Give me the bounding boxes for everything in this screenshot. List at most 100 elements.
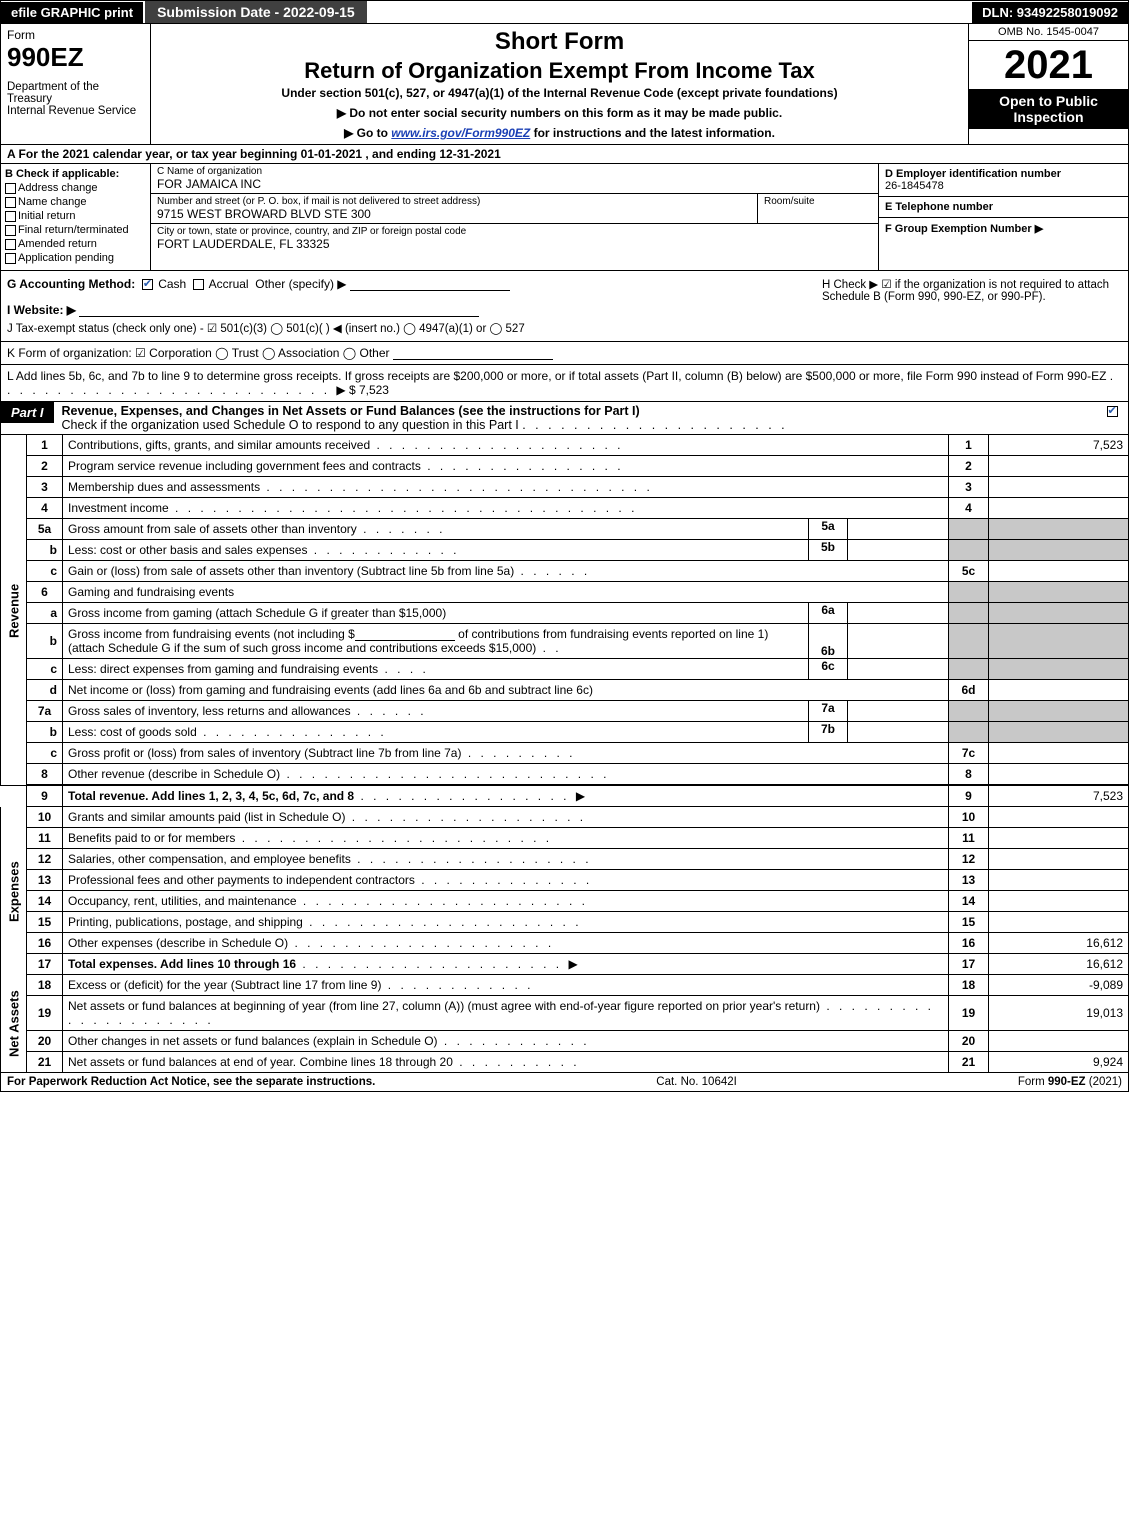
part1-title: Revenue, Expenses, and Changes in Net As… xyxy=(54,402,1098,434)
c-name-lbl: C Name of organization xyxy=(157,166,872,177)
l7c-amt xyxy=(989,743,1129,764)
g-other-input[interactable] xyxy=(350,278,510,291)
l2-num: 2 xyxy=(27,456,63,477)
part1-tab: Part I xyxy=(1,402,54,423)
l12-desc: Salaries, other compensation, and employ… xyxy=(63,849,949,870)
l7a-ref xyxy=(949,701,989,722)
dln-label: DLN: 93492258019092 xyxy=(972,2,1128,23)
footer-right: Form 990-EZ (2021) xyxy=(1018,1076,1122,1088)
b-opt-name[interactable]: Name change xyxy=(5,196,146,208)
g-other: Other (specify) ▶ xyxy=(255,277,346,291)
line-6b: b Gross income from fundraising events (… xyxy=(1,624,1129,659)
b-opt-pending[interactable]: Application pending xyxy=(5,252,146,264)
line-9: 9 Total revenue. Add lines 1, 2, 3, 4, 5… xyxy=(1,785,1129,807)
c-city-val: FORT LAUDERDALE, FL 33325 xyxy=(157,237,872,251)
line-5c: c Gain or (loss) from sale of assets oth… xyxy=(1,561,1129,582)
d-block: D Employer identification number 26-1845… xyxy=(879,164,1128,197)
l21-desc: Net assets or fund balances at end of ye… xyxy=(63,1052,949,1073)
l7b-amt xyxy=(989,722,1129,743)
l5b-desc: Less: cost or other basis and sales expe… xyxy=(63,540,949,561)
l6-ref xyxy=(949,582,989,603)
goto-line: ▶ Go to www.irs.gov/Form990EZ for instru… xyxy=(155,126,964,140)
side-netassets: Net Assets xyxy=(1,975,27,1073)
dept-label: Department of the Treasury Internal Reve… xyxy=(7,81,144,117)
irs-link[interactable]: www.irs.gov/Form990EZ xyxy=(391,126,530,140)
line-8: 8 Other revenue (describe in Schedule O)… xyxy=(1,764,1129,786)
l3-ref: 3 xyxy=(949,477,989,498)
c-addr-left: Number and street (or P. O. box, if mail… xyxy=(151,194,758,223)
part1-sub: Check if the organization used Schedule … xyxy=(62,418,519,432)
k-text: K Form of organization: ☑ Corporation ◯ … xyxy=(7,346,390,360)
l12-ref: 12 xyxy=(949,849,989,870)
line-6d: d Net income or (loss) from gaming and f… xyxy=(1,680,1129,701)
b-opt-final[interactable]: Final return/terminated xyxy=(5,224,146,236)
b-opt-amended[interactable]: Amended return xyxy=(5,238,146,250)
footer-left: For Paperwork Reduction Act Notice, see … xyxy=(7,1076,375,1088)
tax-year: 2021 xyxy=(969,41,1128,89)
line-6a: a Gross income from gaming (attach Sched… xyxy=(1,603,1129,624)
l7c-desc: Gross profit or (loss) from sales of inv… xyxy=(63,743,949,764)
g-cash-check[interactable] xyxy=(142,279,153,290)
l8-amt xyxy=(989,764,1129,786)
l2-ref: 2 xyxy=(949,456,989,477)
l5a-desc: Gross amount from sale of assets other t… xyxy=(63,519,949,540)
line-20: 20 Other changes in net assets or fund b… xyxy=(1,1031,1129,1052)
l19-ref: 19 xyxy=(949,996,989,1031)
l5a-amt xyxy=(989,519,1129,540)
l13-amt xyxy=(989,870,1129,891)
l6c-amt xyxy=(989,659,1129,680)
l14-amt xyxy=(989,891,1129,912)
under-section: Under section 501(c), 527, or 4947(a)(1)… xyxy=(155,86,964,100)
l16-desc: Other expenses (describe in Schedule O) … xyxy=(63,933,949,954)
line-17: 17 Total expenses. Add lines 10 through … xyxy=(1,954,1129,975)
goto-pre: ▶ Go to xyxy=(344,126,391,140)
l14-desc: Occupancy, rent, utilities, and maintena… xyxy=(63,891,949,912)
b-opt-initial[interactable]: Initial return xyxy=(5,210,146,222)
e-block: E Telephone number xyxy=(879,197,1128,218)
i-website-input[interactable] xyxy=(79,304,479,317)
col-c: C Name of organization FOR JAMAICA INC N… xyxy=(151,164,878,270)
l15-num: 15 xyxy=(27,912,63,933)
c-addr-lbl: Number and street (or P. O. box, if mail… xyxy=(157,196,751,207)
l9-ref: 9 xyxy=(949,785,989,807)
l21-ref: 21 xyxy=(949,1052,989,1073)
top-bar-left: efile GRAPHIC print Submission Date - 20… xyxy=(1,1,367,23)
omb-number: OMB No. 1545-0047 xyxy=(969,24,1128,41)
line-7c: c Gross profit or (loss) from sales of i… xyxy=(1,743,1129,764)
b-opt-address[interactable]: Address change xyxy=(5,182,146,194)
goto-post: for instructions and the latest informat… xyxy=(530,126,775,140)
line-7a: 7a Gross sales of inventory, less return… xyxy=(1,701,1129,722)
l19-num: 19 xyxy=(27,996,63,1031)
efile-print-button[interactable]: efile GRAPHIC print xyxy=(1,2,145,23)
form-number: 990EZ xyxy=(7,42,144,73)
l11-ref: 11 xyxy=(949,828,989,849)
l6-desc: Gaming and fundraising events xyxy=(63,582,949,603)
l10-ref: 10 xyxy=(949,807,989,828)
g-accrual-check[interactable] xyxy=(193,279,204,290)
l19-desc: Net assets or fund balances at beginning… xyxy=(63,996,949,1031)
l7b-desc: Less: cost of goods sold . . . . . . . .… xyxy=(63,722,949,743)
open-inspection: Open to Public Inspection xyxy=(969,89,1128,129)
side-revenue: Revenue xyxy=(1,435,27,785)
l6d-num: d xyxy=(27,680,63,701)
l6-num: 6 xyxy=(27,582,63,603)
l5a-ref xyxy=(949,519,989,540)
c-addr-val: 9715 WEST BROWARD BLVD STE 300 xyxy=(157,207,751,221)
f-block: F Group Exemption Number ▶ xyxy=(879,218,1128,239)
l20-desc: Other changes in net assets or fund bala… xyxy=(63,1031,949,1052)
line-18: Net Assets 18 Excess or (deficit) for th… xyxy=(1,975,1129,996)
line-6c: c Less: direct expenses from gaming and … xyxy=(1,659,1129,680)
k-other-input[interactable] xyxy=(393,347,553,360)
l6a-amt xyxy=(989,603,1129,624)
part1-check[interactable] xyxy=(1098,402,1128,418)
line-12: 12 Salaries, other compensation, and emp… xyxy=(1,849,1129,870)
l7a-amt xyxy=(989,701,1129,722)
l9-amt: 7,523 xyxy=(989,785,1129,807)
l5c-desc: Gain or (loss) from sale of assets other… xyxy=(63,561,949,582)
l3-desc: Membership dues and assessments . . . . … xyxy=(63,477,949,498)
l6b-amt xyxy=(989,624,1129,659)
line-16: 16 Other expenses (describe in Schedule … xyxy=(1,933,1129,954)
row-k: K Form of organization: ☑ Corporation ◯ … xyxy=(0,342,1129,365)
d-lbl: D Employer identification number xyxy=(885,168,1122,180)
line-11: 11 Benefits paid to or for members . . .… xyxy=(1,828,1129,849)
